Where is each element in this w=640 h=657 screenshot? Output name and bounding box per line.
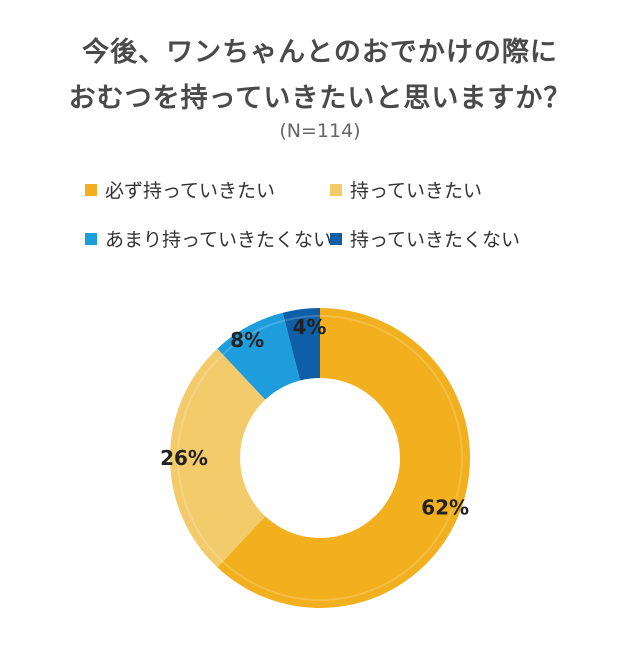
legend-label-series1: 必ず持っていきたい xyxy=(105,180,276,202)
legend-swatch-series4 xyxy=(330,232,342,245)
legend-swatch-series1 xyxy=(85,183,97,196)
data-label-4: 4% xyxy=(292,315,326,339)
donut-rim xyxy=(177,315,463,601)
legend-label-series3: あまり持っていきたくない xyxy=(105,229,333,251)
chart-title-line1: 今後、ワンちゃんとのおでかけの際に xyxy=(82,37,558,68)
legend-item-series3: あまり持っていきたくない xyxy=(85,225,332,252)
legend-item-series4: 持っていきたくない xyxy=(330,225,520,252)
donut-slice-1 xyxy=(217,308,471,608)
donut-labels: 62% 26% 8% 4% xyxy=(160,315,469,519)
legend-swatch-series2 xyxy=(330,183,342,196)
donut-slice-4 xyxy=(282,308,320,381)
legend-item-series2: 持っていきたい xyxy=(330,176,482,203)
chart-subtitle: (N=114) xyxy=(279,120,361,142)
donut-slice-3 xyxy=(217,312,301,400)
data-label-3: 8% xyxy=(230,328,264,352)
legend-label-series4: 持っていきたくない xyxy=(350,229,521,251)
data-label-2: 26% xyxy=(160,446,208,470)
data-label-1: 62% xyxy=(421,496,469,520)
legend-item-series1: 必ず持っていきたい xyxy=(85,176,275,203)
legend-swatch-series3 xyxy=(85,232,97,245)
chart-title-line2: おむつを持っていきたいと思いますか？ xyxy=(68,83,572,114)
legend-label-series2: 持っていきたい xyxy=(350,180,483,202)
donut-slices xyxy=(169,308,471,608)
donut-slice-2 xyxy=(169,348,266,568)
